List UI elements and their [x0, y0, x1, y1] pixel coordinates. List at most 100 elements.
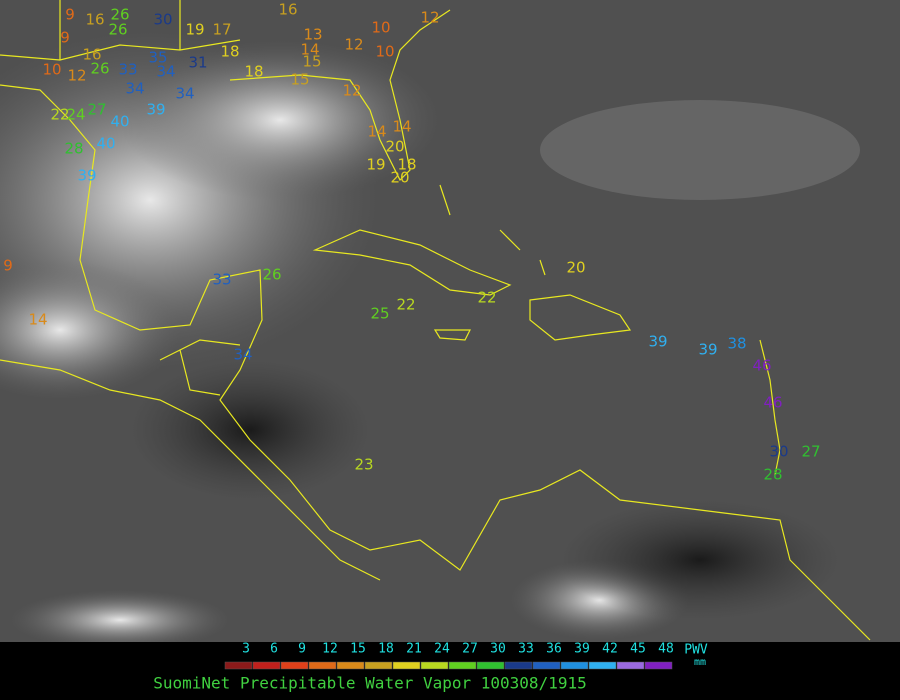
station-value: 22: [396, 296, 415, 314]
color-cell: [420, 661, 449, 670]
station-value: 14: [367, 123, 386, 141]
legend-tick-label: 33: [518, 642, 534, 657]
station-value: 30: [769, 443, 788, 461]
station-value: 26: [262, 266, 281, 284]
legend-tick-label: 45: [630, 642, 646, 657]
station-value: 13: [303, 26, 322, 44]
station-value: 19: [366, 156, 385, 174]
coastlines: [0, 0, 871, 641]
station-value: 34: [233, 346, 252, 364]
station-value: 35: [148, 49, 167, 67]
station-value: 40: [96, 135, 115, 153]
station-value: 14: [392, 118, 411, 136]
station-value: 10: [375, 43, 394, 61]
station-value: 23: [354, 456, 373, 474]
station-value: 27: [801, 443, 820, 461]
color-cell: [392, 661, 421, 670]
station-value: 10: [371, 19, 390, 37]
color-cell: [224, 661, 253, 670]
station-value: 10: [42, 61, 61, 79]
station-value: 28: [64, 140, 83, 158]
station-value: 16: [85, 11, 104, 29]
station-value: 20: [390, 169, 409, 187]
station-value: 22: [50, 106, 69, 124]
station-value: 30: [153, 11, 172, 29]
station-value: 40: [110, 113, 129, 131]
color-cell: [504, 661, 533, 670]
station-value: 16: [82, 46, 101, 64]
color-cell: [560, 661, 589, 670]
unit: mm: [694, 657, 706, 668]
station-value: 26: [108, 21, 127, 39]
station-value: 33: [118, 61, 137, 79]
station-value: 20: [566, 259, 585, 277]
legend: PWV mm 3 6 9 12 15 18 21 24 27 30 33 36 39 42 45 48: [224, 642, 708, 670]
station-value: 26: [110, 6, 129, 24]
color-cell: [336, 661, 365, 670]
legend-tick-label: 12: [322, 642, 338, 657]
color-cell: [364, 661, 393, 670]
color-cell: [308, 661, 337, 670]
station-value: 46: [752, 357, 771, 375]
station-value: 19: [185, 21, 204, 39]
station-value: 16: [278, 1, 297, 19]
station-value: 15: [290, 71, 309, 89]
station-value: 26: [90, 60, 109, 78]
legend-tick-label: 36: [546, 642, 562, 657]
station-value: 12: [342, 82, 361, 100]
station-value: 27: [87, 101, 106, 119]
station-value: 34: [156, 63, 175, 81]
legend-tick-label: 6: [270, 642, 278, 657]
legend-tick-label: 48: [658, 642, 674, 657]
color-cell: [588, 661, 617, 670]
station-value: 12: [420, 9, 439, 27]
legend-tick-label: 15: [350, 642, 366, 657]
color-cell: [448, 661, 477, 670]
legend-tick-label: 30: [490, 642, 506, 657]
color-cell: [532, 661, 561, 670]
title: SuomiNet Precipitable Water Vapor 100308…: [153, 674, 586, 693]
station-value: 9: [65, 6, 75, 24]
station-value: 9: [60, 29, 70, 47]
station-value: 31: [188, 54, 207, 72]
color-cell: [644, 661, 673, 670]
station-value: 18: [397, 156, 416, 174]
station-value: 24: [66, 106, 85, 124]
station-value: 39: [698, 341, 717, 359]
station-value: 34: [175, 85, 194, 103]
station-value: 14: [300, 41, 319, 59]
legend-tick-label: 42: [602, 642, 618, 657]
legend-tick-label: 3: [242, 642, 250, 657]
legend-tick-label: 21: [406, 642, 422, 657]
station-value: 28: [763, 466, 782, 484]
clouds: [0, 30, 860, 650]
color-cell: [280, 661, 309, 670]
station-value: 39: [146, 101, 165, 119]
station-value: 14: [28, 311, 47, 329]
station-value: 34: [125, 80, 144, 98]
station-value: 20: [385, 138, 404, 156]
color-cell: [476, 661, 505, 670]
legend-tick-label: 27: [462, 642, 478, 657]
station-value: 25: [370, 305, 389, 323]
station-value: 46: [763, 394, 782, 412]
station-value: 15: [302, 53, 321, 71]
station-value: 18: [220, 43, 239, 61]
unit-label: PWV: [684, 643, 708, 658]
station-value: 18: [244, 63, 263, 81]
station-value: 22: [477, 289, 496, 307]
legend-tick-label: 39: [574, 642, 590, 657]
color-cell: [616, 661, 645, 670]
station-value: 33: [212, 271, 231, 289]
legend-tick-label: 18: [378, 642, 394, 657]
legend-band: [0, 642, 900, 700]
station-value: 17: [212, 21, 231, 39]
color-cell: [252, 661, 281, 670]
station-value: 12: [67, 67, 86, 85]
station-value: 9: [3, 257, 13, 275]
station-value: 39: [77, 167, 96, 185]
legend-tick-label: 24: [434, 642, 450, 657]
station-value: 12: [344, 36, 363, 54]
